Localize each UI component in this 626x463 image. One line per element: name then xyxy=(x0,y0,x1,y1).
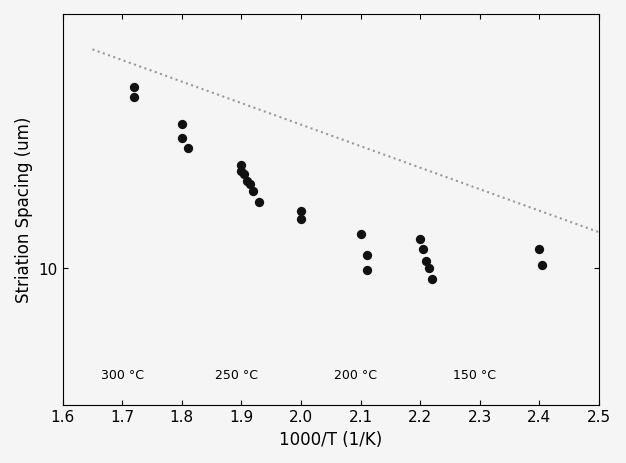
Point xyxy=(129,94,139,101)
Point xyxy=(362,267,372,275)
Y-axis label: Striation Spacing (um): Striation Spacing (um) xyxy=(15,117,33,303)
Point xyxy=(239,171,249,178)
Point xyxy=(183,145,193,153)
Point xyxy=(362,252,372,259)
Text: 200 °C: 200 °C xyxy=(334,368,377,381)
Point xyxy=(245,181,255,188)
X-axis label: 1000/T (1/K): 1000/T (1/K) xyxy=(279,430,382,448)
Point xyxy=(424,264,434,272)
Text: 300 °C: 300 °C xyxy=(101,368,145,381)
Point xyxy=(415,235,425,243)
Point xyxy=(356,230,366,238)
Text: 150 °C: 150 °C xyxy=(453,368,496,381)
Point xyxy=(421,258,431,265)
Point xyxy=(296,216,306,224)
Point xyxy=(537,262,547,269)
Point xyxy=(254,199,264,206)
Point xyxy=(249,188,259,195)
Point xyxy=(427,275,437,283)
Point xyxy=(242,177,252,185)
Point xyxy=(177,135,187,143)
Point xyxy=(177,121,187,129)
Point xyxy=(129,84,139,92)
Point xyxy=(237,168,247,175)
Point xyxy=(535,246,545,254)
Point xyxy=(418,246,428,254)
Point xyxy=(296,207,306,215)
Text: 250 °C: 250 °C xyxy=(215,368,258,381)
Point xyxy=(237,162,247,169)
